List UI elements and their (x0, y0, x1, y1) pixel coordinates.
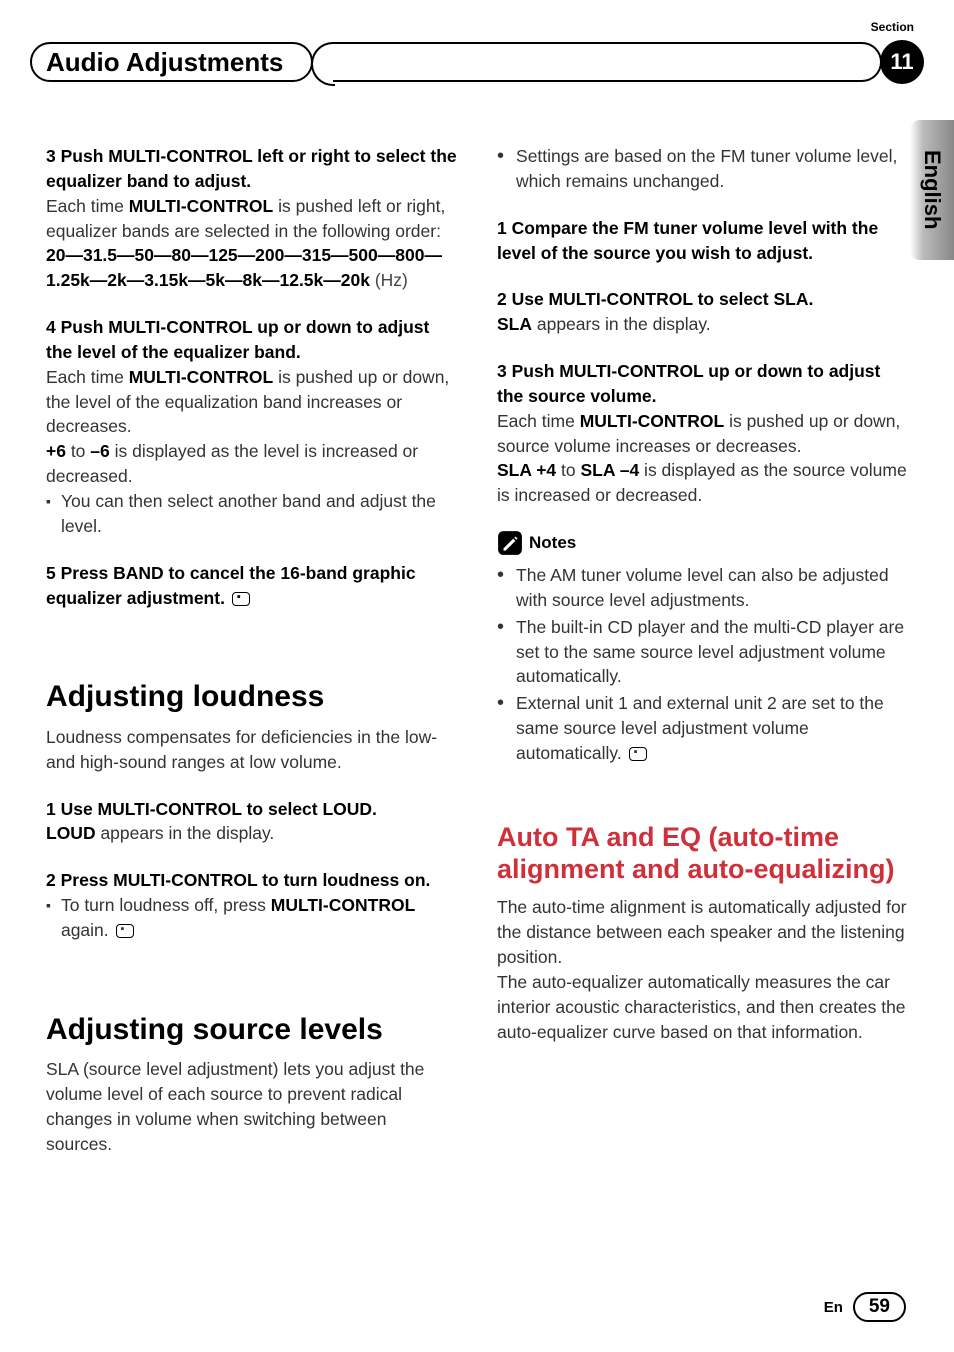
loudness-title: Adjusting loudness (46, 676, 457, 719)
end-icon (116, 924, 134, 938)
section-number-circle: 11 (880, 40, 924, 84)
section-number: 11 (890, 49, 913, 75)
text-bold: SLA +4 (497, 460, 556, 480)
source-levels-intro: SLA (source level adjustment) lets you a… (46, 1057, 457, 1156)
step-5: 5 Press BAND to cancel the 16-band graph… (46, 561, 457, 611)
step-4-note: You can then select another band and adj… (46, 489, 457, 539)
page-header: Audio Adjustments 11 (0, 0, 954, 84)
sla-s1-head: 1 Compare the FM tuner volume level with… (497, 216, 908, 266)
text-bold: +6 (46, 441, 66, 461)
notes-block: Notes The AM tuner volume level can also… (497, 530, 908, 766)
text-bold: MULTI-CONTROL (271, 895, 416, 915)
source-levels-title: Adjusting source levels (46, 1009, 457, 1052)
footer-lang: En (824, 1299, 843, 1316)
right-column: Settings are based on the FM tuner volum… (497, 144, 908, 1179)
text-bold: 5 Press BAND to cancel the 16-band graph… (46, 563, 416, 608)
loud-step-2: 2 Press MULTI-CONTROL to turn loudness o… (46, 868, 457, 943)
loud-s1-head: 1 Use MULTI-CONTROL to select LOUD. (46, 797, 457, 822)
step-5-head: 5 Press BAND to cancel the 16-band graph… (46, 563, 416, 608)
auto-ta-eq-section: Auto TA and EQ (auto-time alignment and … (497, 822, 908, 1045)
step-3-head: 3 Push MULTI-CONTROL left or right to se… (46, 144, 457, 194)
hz-unit: (Hz) (370, 270, 408, 290)
sla-s3-head: 3 Push MULTI-CONTROL up or down to adjus… (497, 359, 908, 409)
note-item: The AM tuner volume level can also be ad… (497, 563, 908, 613)
left-column: 3 Push MULTI-CONTROL left or right to se… (46, 144, 457, 1179)
bullet-text: Settings are based on the FM tuner volum… (516, 144, 908, 194)
note-text: The AM tuner volume level can also be ad… (516, 563, 908, 613)
text-bold: LOUD (46, 823, 96, 843)
pencil-icon (497, 530, 523, 556)
sla-s2-head: 2 Use MULTI-CONTROL to select SLA. (497, 287, 908, 312)
end-icon (232, 592, 250, 606)
auto-ta-eq-title: Auto TA and EQ (auto-time alignment and … (497, 822, 908, 886)
step-4: 4 Push MULTI-CONTROL up or down to adjus… (46, 315, 457, 539)
text-bold: –6 (90, 441, 109, 461)
text-bold: SLA –4 (581, 460, 640, 480)
step-4-head: 4 Push MULTI-CONTROL up or down to adjus… (46, 315, 457, 365)
page-footer: En 59 (824, 1292, 906, 1322)
note-text: To turn loudness off, press MULTI-CONTRO… (61, 893, 457, 943)
note-item: The built-in CD player and the multi-CD … (497, 615, 908, 690)
source-levels-section: Adjusting source levels SLA (source leve… (46, 1009, 457, 1157)
text: to (66, 441, 90, 461)
note-item: External unit 1 and external unit 2 are … (497, 691, 908, 766)
loud-s2-note: To turn loudness off, press MULTI-CONTRO… (46, 893, 457, 943)
loudness-intro: Loudness compensates for deficiencies in… (46, 725, 457, 775)
auto-ta-eq-p1: The auto-time alignment is automatically… (497, 895, 908, 970)
text: External unit 1 and external unit 2 are … (516, 693, 884, 763)
sla-step-3: 3 Push MULTI-CONTROL up or down to adjus… (497, 359, 908, 508)
step-4-body1: Each time MULTI-CONTROL is pushed up or … (46, 365, 457, 440)
page-title-pill: Audio Adjustments (30, 42, 313, 82)
notes-label: Notes (529, 531, 576, 555)
text-bold: MULTI-CONTROL (580, 411, 725, 431)
text: Each time (46, 367, 129, 387)
text: appears in the display. (96, 823, 275, 843)
note-text: The built-in CD player and the multi-CD … (516, 615, 908, 690)
end-icon (629, 747, 647, 761)
text: To turn loudness off, press (61, 895, 271, 915)
header-divider (333, 42, 882, 82)
sla-s2-body: SLA appears in the display. (497, 312, 908, 337)
text-bold: SLA (497, 314, 532, 334)
step-3-bands: 20—31.5—50—80—125—200—315—500—800—1.25k—… (46, 243, 457, 293)
text: Each time (46, 196, 129, 216)
sla-step-1: 1 Compare the FM tuner volume level with… (497, 216, 908, 266)
text: appears in the display. (532, 314, 711, 334)
note-text: External unit 1 and external unit 2 are … (516, 691, 908, 766)
loudness-section: Adjusting loudness Loudness compensates … (46, 676, 457, 774)
notes-list: The AM tuner volume level can also be ad… (497, 563, 908, 766)
content-columns: 3 Push MULTI-CONTROL left or right to se… (0, 84, 954, 1179)
sla-s3-body1: Each time MULTI-CONTROL is pushed up or … (497, 409, 908, 459)
top-bullet: Settings are based on the FM tuner volum… (497, 144, 908, 194)
step-3-body: Each time MULTI-CONTROL is pushed left o… (46, 194, 457, 244)
language-tab: English (910, 120, 954, 260)
text: Each time (497, 411, 580, 431)
language-tab-label: English (919, 150, 945, 229)
auto-ta-eq-p2: The auto-equalizer automatically measure… (497, 970, 908, 1045)
note-text: You can then select another band and adj… (61, 489, 457, 539)
loud-s1-body: LOUD appears in the display. (46, 821, 457, 846)
text: to (556, 460, 580, 480)
text: again. (61, 920, 109, 940)
sla-s3-body2: SLA +4 to SLA –4 is displayed as the sou… (497, 458, 908, 508)
loud-step-1: 1 Use MULTI-CONTROL to select LOUD. LOUD… (46, 797, 457, 847)
notes-header: Notes (497, 530, 576, 556)
text-bold: MULTI-CONTROL (129, 196, 274, 216)
page-title: Audio Adjustments (46, 47, 283, 78)
text-bold: MULTI-CONTROL (129, 367, 274, 387)
loud-s2-head: 2 Press MULTI-CONTROL to turn loudness o… (46, 868, 457, 893)
step-3: 3 Push MULTI-CONTROL left or right to se… (46, 144, 457, 293)
step-4-body2: +6 to –6 is displayed as the level is in… (46, 439, 457, 489)
page-number: 59 (853, 1292, 906, 1322)
sla-step-2: 2 Use MULTI-CONTROL to select SLA. SLA a… (497, 287, 908, 337)
